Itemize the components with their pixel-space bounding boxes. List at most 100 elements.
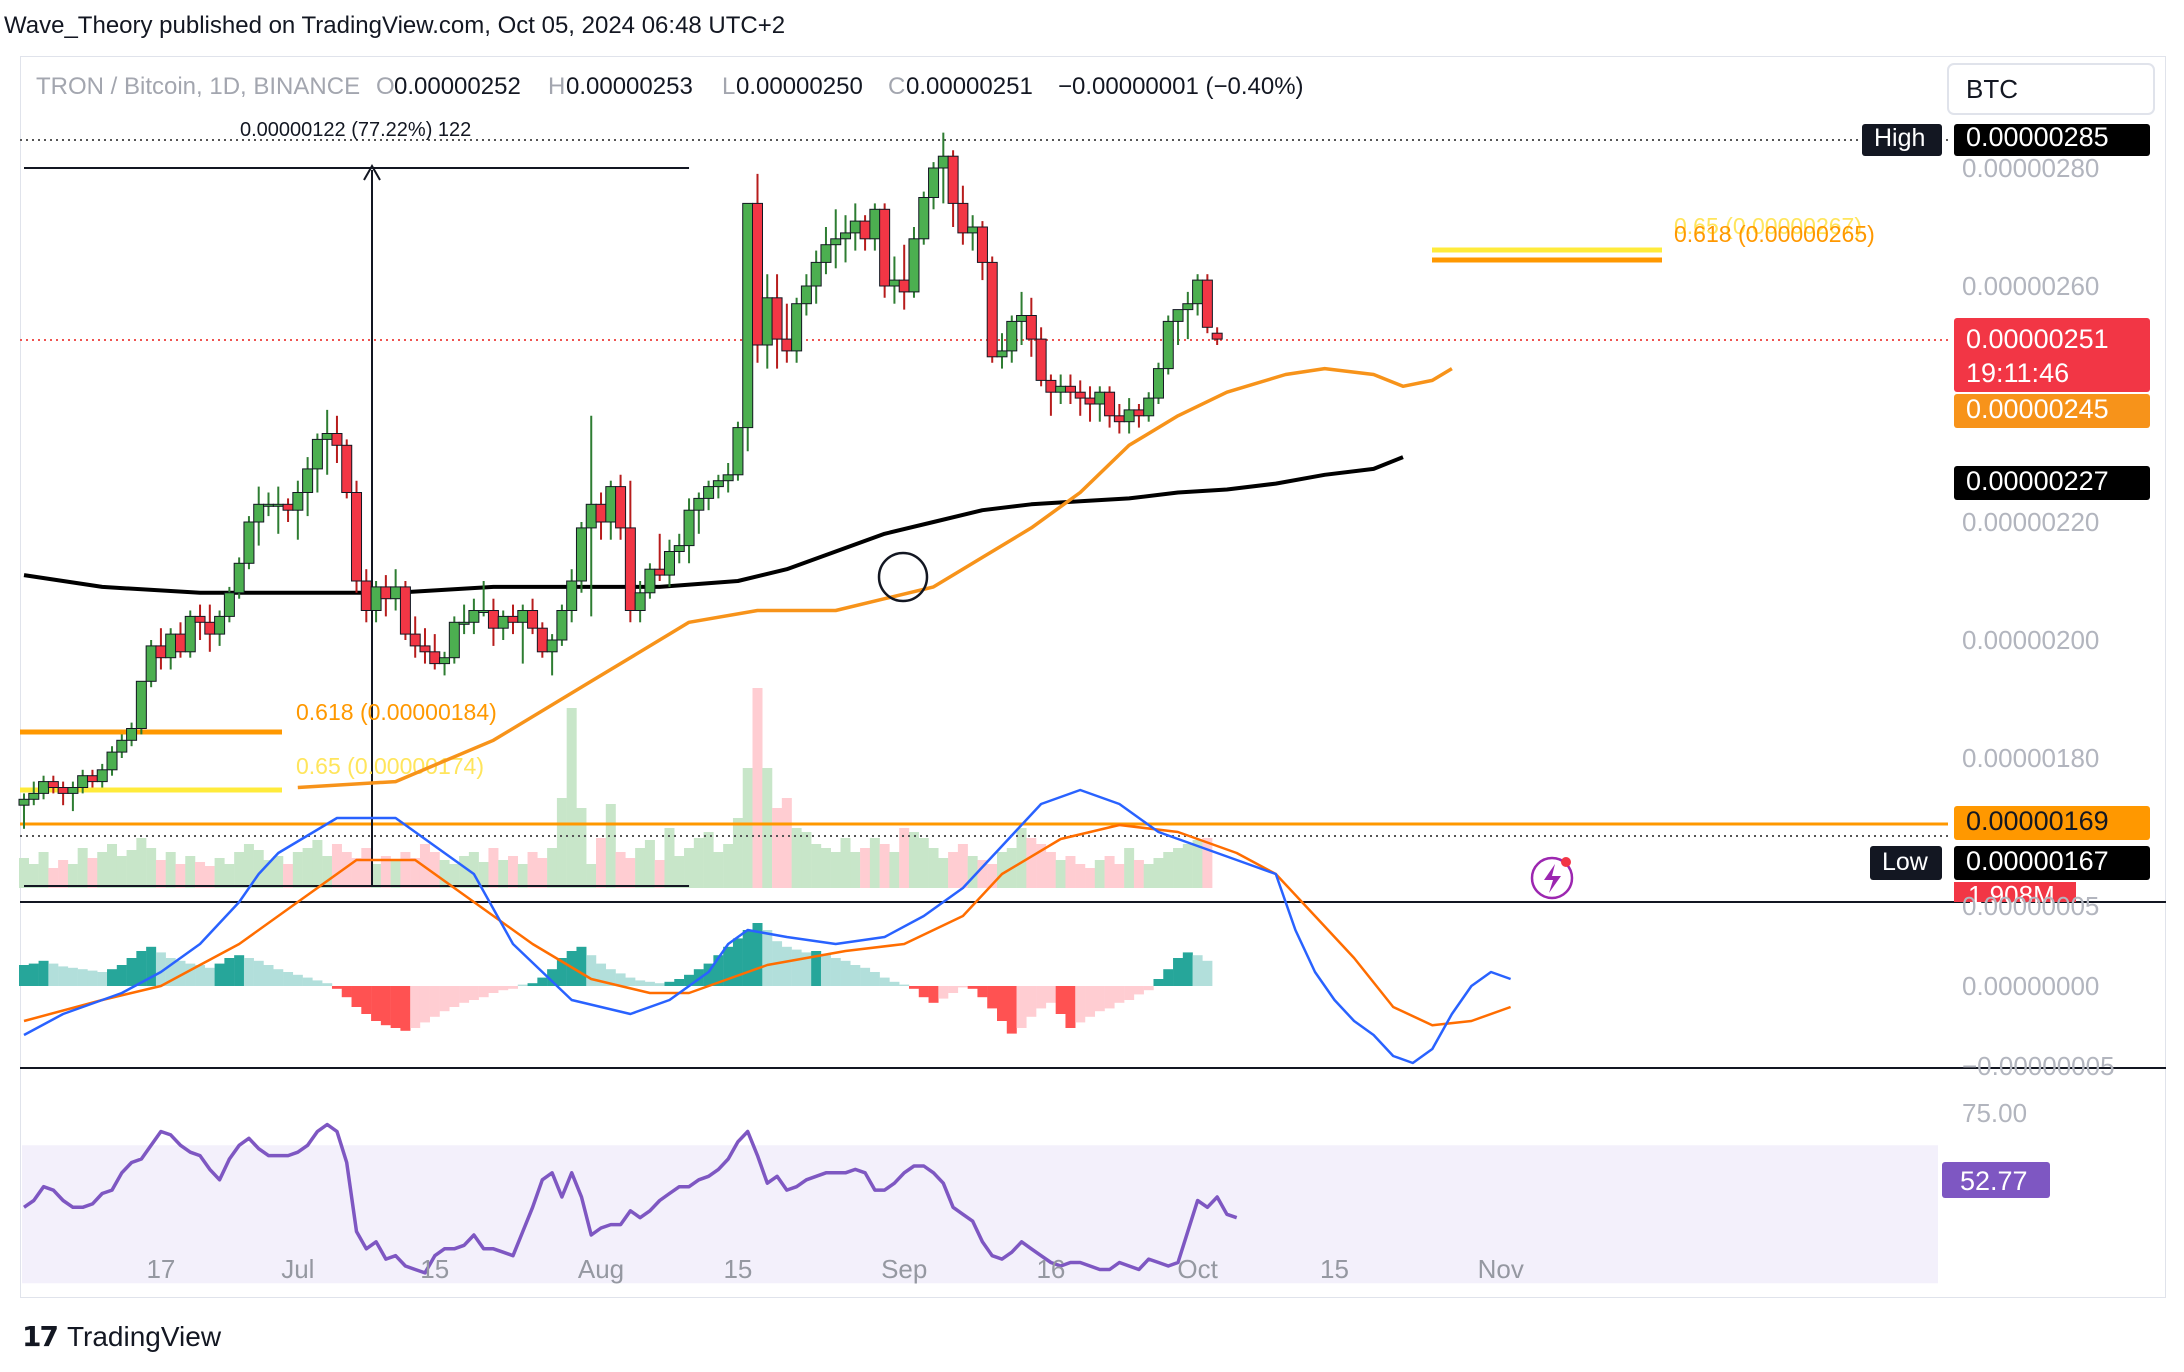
macd-histogram-bar: [38, 960, 49, 986]
volume-bar: [654, 860, 665, 888]
candle-body: [673, 545, 685, 552]
candle-body: [302, 468, 314, 493]
macd-signal-line: [23, 823, 1512, 1027]
volume-bar: [175, 864, 186, 888]
volume-bar: [967, 856, 978, 888]
candle-body: [468, 610, 480, 623]
macd-histogram-bar: [292, 974, 303, 986]
candle-body: [126, 728, 138, 741]
time-axis-tick: Nov: [1478, 1254, 1524, 1284]
candle-body: [595, 503, 607, 523]
candle-body: [243, 521, 255, 564]
ema-short-price-label: 0.00000245: [1966, 394, 2109, 424]
candle-body: [1123, 409, 1135, 423]
candle-body: [321, 433, 333, 440]
macd-histogram-bar: [997, 986, 1007, 1021]
volume-bar: [566, 708, 577, 888]
candle-body: [536, 627, 548, 653]
macd-histogram-bar: [1085, 986, 1096, 1017]
volume-bar: [28, 864, 39, 888]
candle-body: [712, 480, 724, 488]
volume-bar: [586, 864, 597, 888]
volume-bar: [1133, 860, 1144, 888]
macd-histogram-bar: [781, 946, 792, 986]
volume-bar: [889, 852, 900, 888]
macd-axis-tick: 0.00000000: [1962, 971, 2099, 1001]
macd-histogram-bar: [957, 986, 968, 988]
macd-histogram-bar: [762, 930, 773, 986]
volume-bar: [107, 844, 118, 888]
candle-body: [1094, 391, 1106, 405]
macd-histogram-bar: [234, 955, 245, 986]
support-price-label: 0.00000169: [1966, 806, 2109, 836]
currency-button[interactable]: BTC: [1947, 63, 2155, 115]
volume-bar: [1085, 868, 1096, 888]
macd-histogram-bar: [537, 977, 548, 986]
footer-brand[interactable]: 17 TradingView: [22, 1320, 221, 1353]
volume-bar: [762, 768, 773, 888]
macd-histogram-bar: [371, 986, 382, 1021]
volume-bar: [488, 848, 499, 888]
volume-bar: [625, 858, 636, 888]
tradingview-logo-icon: 17: [22, 1320, 59, 1353]
candle-body: [1025, 315, 1037, 340]
candle-body: [439, 657, 451, 665]
candle-body: [116, 739, 128, 753]
macd-histogram-bar: [19, 965, 29, 986]
macd-histogram-bar: [1202, 960, 1213, 986]
symbol-name: TRON / Bitcoin, 1D, BINANCE: [36, 73, 360, 100]
macd-histogram-bar: [644, 981, 655, 986]
candle-body: [419, 645, 431, 653]
volume-bar: [136, 838, 147, 888]
macd-histogram-bar: [351, 986, 362, 1007]
volume-bar: [87, 858, 98, 888]
volume-bar: [165, 852, 176, 888]
macd-histogram-bar: [684, 974, 695, 986]
candle-body: [615, 486, 627, 529]
macd-histogram-bar: [820, 953, 831, 986]
macd-histogram-bar: [410, 986, 421, 1028]
macd-histogram-bar: [1182, 952, 1193, 986]
volume-bar: [811, 844, 822, 888]
macd-histogram-bar: [331, 986, 342, 989]
volume-bar: [155, 860, 166, 888]
candle-body: [331, 433, 343, 446]
candle-body: [409, 633, 421, 647]
candle-body: [184, 615, 196, 653]
rsi-value-label: 52.77: [1960, 1166, 2028, 1196]
volume-bar: [693, 838, 704, 888]
volume-bar: [908, 832, 919, 888]
time-axis-tick: 16: [1036, 1254, 1065, 1284]
volume-bar: [439, 860, 450, 888]
candle-body: [527, 610, 539, 629]
macd-histogram-bar: [1163, 969, 1174, 986]
volume-bar: [840, 838, 851, 888]
candle-body: [204, 621, 216, 635]
candle-body: [311, 438, 323, 470]
candle-body: [624, 527, 636, 612]
candle-body: [722, 474, 734, 482]
candle-body: [165, 633, 177, 659]
macd-histogram-bar: [459, 986, 470, 1003]
candle-body: [155, 645, 167, 659]
volume-bar: [380, 856, 391, 888]
volume-bar: [478, 862, 489, 888]
macd-histogram-bar: [723, 946, 734, 986]
candle-body: [272, 503, 284, 507]
volume-bar: [556, 798, 567, 888]
volume-bar: [615, 852, 626, 888]
candle-body: [292, 492, 304, 511]
macd-histogram-bar: [752, 923, 763, 986]
macd-histogram-bar: [1016, 986, 1027, 1028]
candle-body: [28, 792, 40, 800]
macd-histogram-bar: [341, 986, 352, 998]
ohlc-high-value: 0.00000253: [566, 73, 693, 100]
volume-bar: [576, 808, 587, 888]
volume-bar: [498, 860, 509, 888]
volume-bar: [1173, 848, 1184, 888]
candle-body: [77, 775, 89, 789]
macd-histogram-bar: [116, 965, 127, 986]
macd-histogram-bar: [830, 958, 841, 986]
